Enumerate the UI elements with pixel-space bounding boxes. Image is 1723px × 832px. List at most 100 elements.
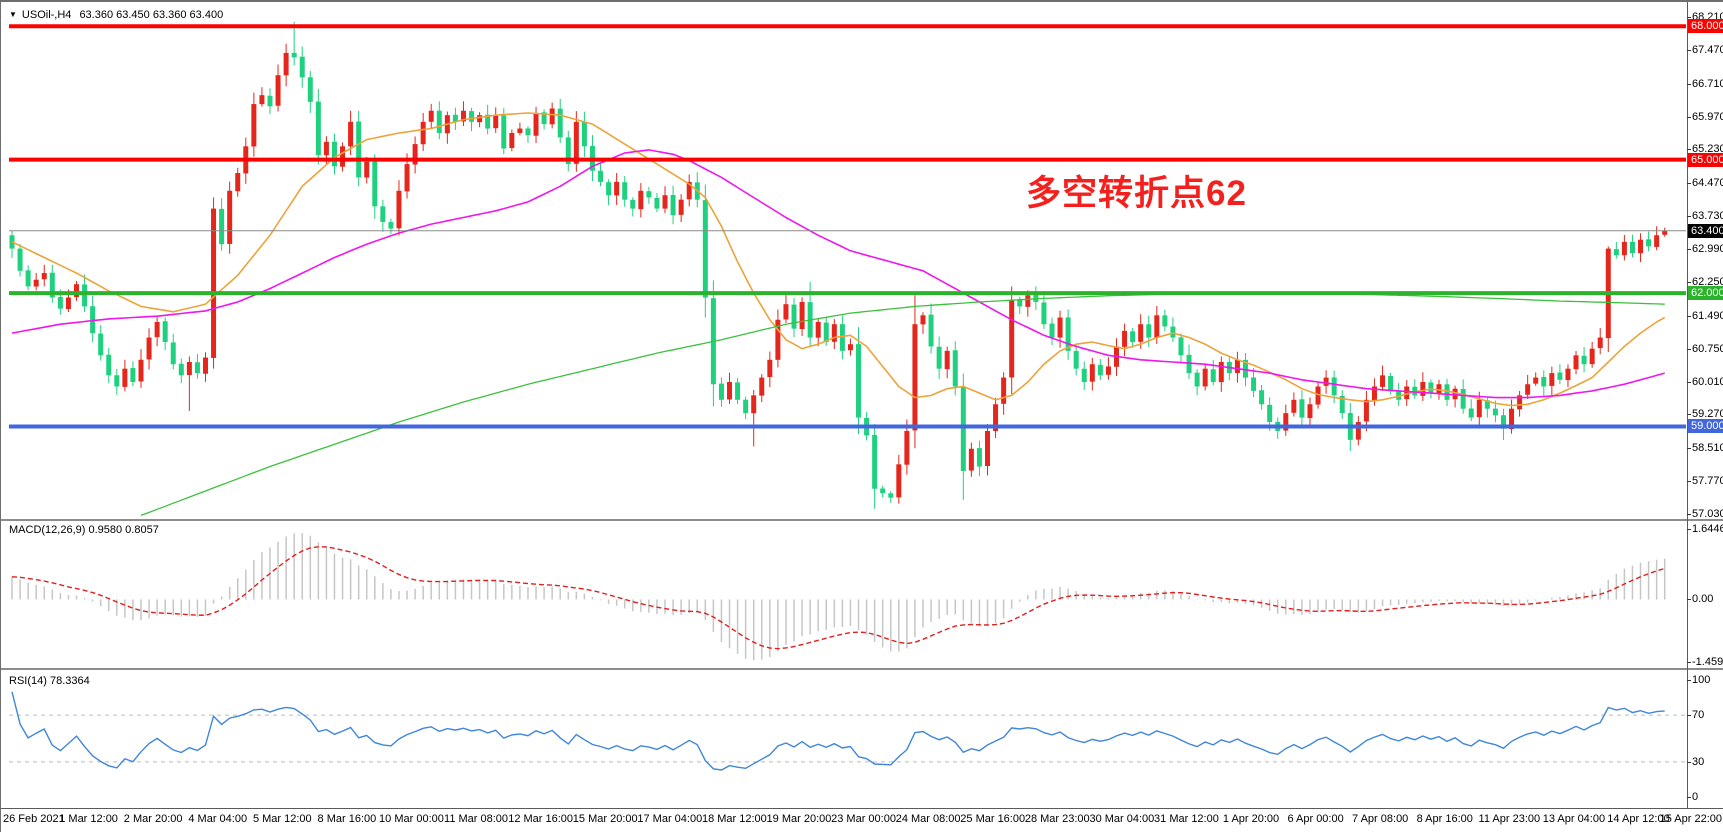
candle-up bbox=[460, 110, 466, 122]
price-tick-label: 61.490 bbox=[1692, 309, 1723, 322]
annotation-text[interactable]: 多空转折点62 bbox=[1026, 174, 1247, 213]
candle-down bbox=[267, 95, 273, 107]
candle-up bbox=[211, 208, 217, 358]
candle-down bbox=[1299, 399, 1305, 418]
price-tick-label: 62.990 bbox=[1692, 243, 1723, 256]
candle-up bbox=[1452, 388, 1458, 400]
price-tick-mark bbox=[1687, 149, 1691, 151]
candle-down bbox=[1049, 323, 1055, 338]
candle-down bbox=[372, 161, 378, 207]
macd-tick-label: 0.00 bbox=[1692, 593, 1714, 606]
time-tick-label: 8 Mar 16:00 bbox=[317, 813, 377, 825]
candle-down bbox=[1017, 299, 1023, 307]
price-tick-mark bbox=[1687, 481, 1691, 483]
candle-up bbox=[1355, 422, 1361, 440]
candle-down bbox=[1468, 408, 1474, 418]
candle-down bbox=[654, 197, 660, 209]
candle-down bbox=[598, 170, 604, 182]
candle-down bbox=[1259, 390, 1265, 405]
candle-down bbox=[1492, 408, 1498, 416]
rsi-tick-label: 0 bbox=[1692, 791, 1699, 803]
macd-tick-mark bbox=[1687, 662, 1691, 663]
candle-up bbox=[912, 324, 918, 431]
candle-down bbox=[1331, 377, 1337, 396]
rsi-tick-mark bbox=[1687, 715, 1691, 717]
candle-up bbox=[662, 195, 668, 209]
time-tick-label: 6 Apr 00:00 bbox=[1287, 813, 1344, 825]
candle-up bbox=[412, 144, 418, 165]
price-line-label-68.000[interactable]: 68.000 bbox=[1688, 19, 1723, 34]
candle-up bbox=[751, 395, 757, 414]
ma-long-green bbox=[140, 292, 1665, 517]
candle-up bbox=[283, 52, 289, 76]
time-tick-label: 28 Mar 23:00 bbox=[1024, 813, 1090, 825]
candle-down bbox=[952, 350, 958, 387]
candle-up bbox=[1420, 382, 1426, 396]
time-tick-label: 15 Mar 20:00 bbox=[572, 813, 638, 825]
candle-up bbox=[227, 190, 233, 244]
price-tick-label: 60.750 bbox=[1692, 342, 1723, 355]
price-line-label-59.000[interactable]: 59.000 bbox=[1688, 419, 1723, 434]
price-tick-label: 63.730 bbox=[1692, 210, 1723, 223]
rsi-tick-label: 70 bbox=[1692, 709, 1705, 722]
candle-down bbox=[162, 321, 168, 342]
symbol-dropdown-icon[interactable]: ▼ bbox=[9, 10, 17, 19]
price-axis-divider bbox=[1687, 2, 1688, 809]
candle-down bbox=[622, 182, 628, 200]
candle-down bbox=[557, 108, 563, 138]
candle-up bbox=[1307, 404, 1313, 419]
candle-down bbox=[291, 52, 297, 58]
candle-up bbox=[1315, 386, 1321, 405]
rsi-tick-label: 30 bbox=[1692, 755, 1705, 768]
candle-up bbox=[678, 199, 684, 215]
price-axis[interactable] bbox=[1688, 2, 1723, 808]
candle-down bbox=[106, 354, 112, 376]
panel-divider-macd[interactable] bbox=[1, 519, 1723, 521]
candle-down bbox=[25, 270, 31, 287]
candle-down bbox=[1097, 364, 1103, 376]
panel-divider-rsi[interactable] bbox=[1, 668, 1723, 670]
candle-up bbox=[41, 273, 47, 280]
price-line-label-65.000[interactable]: 65.000 bbox=[1688, 152, 1723, 167]
price-tick-label: 57.030 bbox=[1692, 508, 1723, 521]
macd-tick-mark bbox=[1687, 599, 1691, 601]
candle-up bbox=[686, 181, 692, 200]
ohlc-values-label: 63.360 63.450 63.360 63.400 bbox=[79, 9, 224, 21]
candle-up bbox=[477, 115, 483, 123]
price-tick-mark bbox=[1687, 183, 1691, 185]
candle-up bbox=[1323, 377, 1329, 386]
candle-up bbox=[767, 359, 773, 378]
candle-down bbox=[872, 434, 878, 489]
time-tick-label: 1 Apr 20:00 bbox=[1222, 813, 1280, 825]
candle-up bbox=[1001, 377, 1007, 404]
time-tick-label: 5 Mar 12:00 bbox=[252, 813, 312, 825]
time-tick-label: 11 Apr 23:00 bbox=[1478, 813, 1541, 825]
candle-up bbox=[1525, 384, 1531, 395]
candle-down bbox=[606, 182, 612, 196]
candle-up bbox=[799, 301, 805, 330]
current-price-label: 63.400 bbox=[1688, 223, 1723, 238]
candle-up bbox=[775, 319, 781, 360]
candle-down bbox=[702, 200, 708, 298]
candle-up bbox=[1283, 413, 1289, 431]
candle-up bbox=[920, 315, 926, 325]
candle-up bbox=[1025, 295, 1031, 307]
candle-up bbox=[1589, 348, 1595, 365]
price-line-label-62.000[interactable]: 62.000 bbox=[1688, 286, 1723, 301]
candle-up bbox=[1380, 375, 1386, 387]
candle-up bbox=[493, 115, 499, 129]
time-tick-label: 14 Apr 12:00 bbox=[1607, 813, 1670, 825]
candle-down bbox=[82, 284, 88, 307]
candle-up bbox=[944, 350, 950, 370]
candle-down bbox=[541, 112, 547, 125]
candle-up bbox=[1154, 315, 1160, 338]
price-tick-mark bbox=[1687, 249, 1691, 251]
candle-up bbox=[186, 362, 192, 376]
rsi-tick-mark bbox=[1687, 761, 1691, 763]
candle-down bbox=[856, 344, 862, 418]
candle-down bbox=[1186, 354, 1192, 374]
price-tick-label: 66.710 bbox=[1692, 77, 1723, 90]
candle-up bbox=[154, 321, 160, 338]
rsi-tick-mark bbox=[1687, 797, 1691, 798]
